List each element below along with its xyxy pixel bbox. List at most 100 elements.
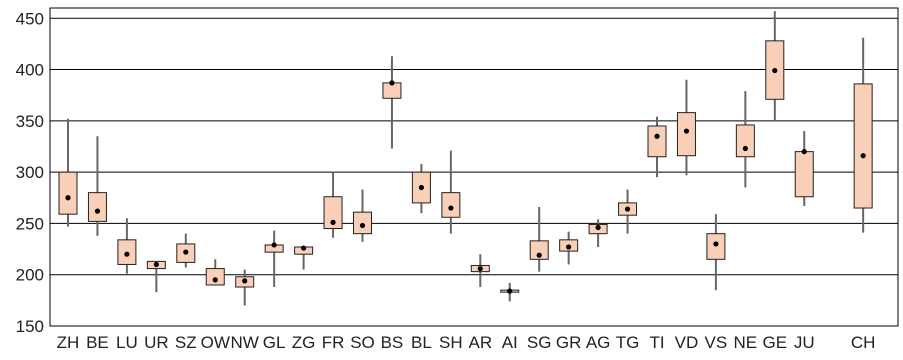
median-dot-vs xyxy=(713,241,719,247)
plot-border xyxy=(49,7,899,327)
box-ju xyxy=(794,131,814,206)
median-dot-sg xyxy=(536,252,542,258)
iqr-box-fr xyxy=(323,196,343,230)
median-dot-ne xyxy=(742,145,748,152)
x-tick-label-ne: NE xyxy=(734,333,758,352)
y-tick-label-450: 450 xyxy=(16,9,44,28)
box-gr xyxy=(559,231,579,265)
median-dot-ge xyxy=(772,67,778,74)
x-tick-label-so: SO xyxy=(350,333,375,352)
iqr-box-vd xyxy=(676,112,696,157)
x-tick-label-tg: TG xyxy=(616,333,640,352)
x-tick-label-gl: GL xyxy=(263,333,286,352)
boxes xyxy=(58,11,873,306)
y-tick-label-400: 400 xyxy=(16,61,44,80)
x-tick-label-vd: VD xyxy=(675,333,699,352)
x-tick-label-vs: VS xyxy=(705,333,728,352)
x-tick-label-lu: LU xyxy=(116,333,138,352)
x-tick-label-be: BE xyxy=(86,333,109,352)
plot-frame xyxy=(49,7,899,327)
box-sg xyxy=(529,207,549,272)
box-gl xyxy=(264,230,284,288)
x-tick-label-nw: NW xyxy=(231,333,259,352)
box-tg xyxy=(618,189,638,234)
box-sh xyxy=(441,150,461,234)
y-tick-label-300: 300 xyxy=(16,163,44,182)
box-bs xyxy=(382,56,402,149)
box-ar xyxy=(470,254,490,288)
iqr-box-ti xyxy=(647,125,667,158)
median-dot-sh xyxy=(448,205,454,211)
box-lu xyxy=(117,218,137,274)
x-tick-label-sg: SG xyxy=(527,333,552,352)
x-tick-label-zh: ZH xyxy=(57,333,80,352)
iqr-box-be xyxy=(87,192,107,222)
x-tick-label-gr: GR xyxy=(556,333,582,352)
x-tick-label-ge: GE xyxy=(763,333,788,352)
box-zh xyxy=(58,118,78,227)
median-dot-lu xyxy=(124,251,130,257)
gridlines xyxy=(50,17,898,327)
x-tick-label-ag: AG xyxy=(586,333,611,352)
median-dot-fr xyxy=(330,219,336,225)
x-tick-label-ch: CH xyxy=(851,333,876,352)
x-tick-labels: ZH BE LU UR SZ OW NW GL ZG FR SO BS BL SH AR AI SG GR AG TG… xyxy=(57,333,876,352)
iqr-box-ne xyxy=(735,124,755,158)
box-ag xyxy=(588,219,608,248)
y-tick-label-150: 150 xyxy=(16,317,44,336)
median-dot-bs xyxy=(389,80,395,86)
median-dot-ju xyxy=(801,149,807,155)
box-ti xyxy=(647,116,667,178)
box-bl xyxy=(411,163,431,214)
box-vs xyxy=(706,214,726,291)
median-dot-so xyxy=(359,222,366,229)
box-zg xyxy=(294,245,314,270)
y-tick-label-250: 250 xyxy=(16,214,44,233)
median-dot-ch xyxy=(860,153,866,159)
median-dot-ai xyxy=(507,288,513,294)
median-dot-ar xyxy=(477,265,483,272)
box-ge xyxy=(765,11,785,121)
median-dot-ag xyxy=(595,224,601,231)
box-ai xyxy=(500,282,520,302)
median-dot-ti xyxy=(654,133,660,139)
box-ur xyxy=(146,260,166,293)
box-be xyxy=(87,136,107,236)
median-dot-tg xyxy=(624,206,631,212)
x-tick-label-ow: OW xyxy=(201,333,230,352)
median-dot-gr xyxy=(566,244,572,250)
box-fr xyxy=(323,172,343,238)
box-ow xyxy=(205,259,225,286)
median-dot-bl xyxy=(418,184,424,191)
x-tick-label-ti: TI xyxy=(649,333,664,352)
x-tick-label-sz: SZ xyxy=(175,333,197,352)
y-tick-label-200: 200 xyxy=(16,266,44,285)
median-dot-vd xyxy=(683,128,690,134)
x-tick-label-bl: BL xyxy=(411,333,432,352)
y-tick-label-350: 350 xyxy=(16,112,44,131)
median-dot-ur xyxy=(153,261,159,268)
x-tick-label-ju: JU xyxy=(794,333,815,352)
median-dot-sz xyxy=(183,249,189,255)
x-tick-label-ur: UR xyxy=(144,333,169,352)
x-tick-label-ar: AR xyxy=(468,333,492,352)
y-tick-labels: 150 200 250 300 350 400 450 xyxy=(16,9,44,336)
median-dot-ow xyxy=(212,277,218,283)
iqr-box-sg xyxy=(529,240,549,260)
box-ne xyxy=(735,91,755,188)
iqr-box-sh xyxy=(441,192,461,218)
box-so xyxy=(353,189,372,242)
median-dot-zg xyxy=(301,245,307,251)
median-dot-be xyxy=(94,208,101,214)
x-tick-label-zg: ZG xyxy=(292,333,316,352)
iqr-box-ju xyxy=(794,151,814,198)
x-tick-label-fr: FR xyxy=(322,333,345,352)
iqr-box-zh xyxy=(58,171,78,215)
box-ch xyxy=(853,37,873,233)
box-vd xyxy=(676,79,696,176)
box-nw xyxy=(235,269,255,306)
iqr-box-ch xyxy=(853,83,873,209)
box-sz xyxy=(176,233,196,268)
x-tick-label-sh: SH xyxy=(439,333,463,352)
